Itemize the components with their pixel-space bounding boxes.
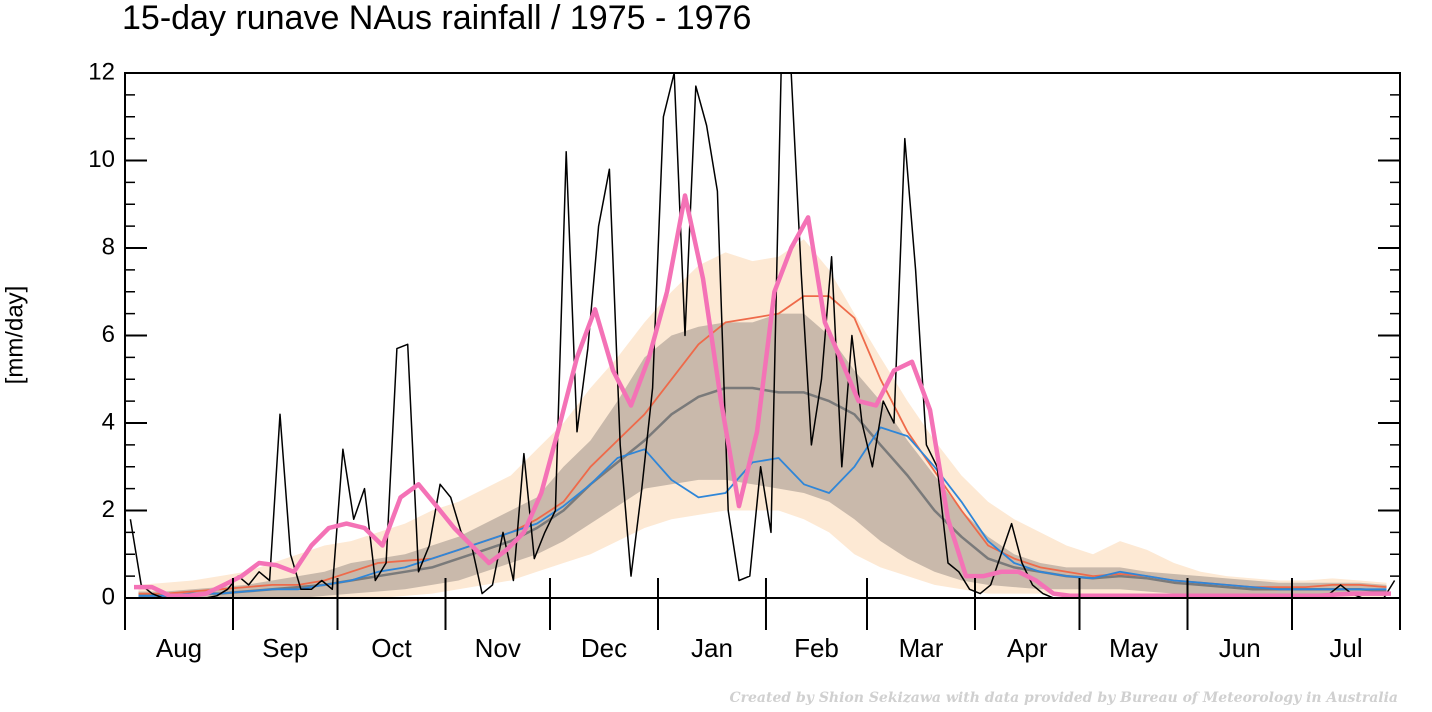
axes: 0 2 4 6 8 10 12 Aug Sep Oct Nov Dec Jan Feb Mar Apr May J… [88, 58, 1401, 663]
series-line [138, 426, 1387, 597]
chart-title: 15-day runave NAus rainfall / 1975 - 197… [122, 0, 751, 37]
x-tick-label: Aug [156, 633, 202, 663]
x-tick-label: Dec [581, 633, 627, 663]
x-tick-label: Jul [1329, 633, 1362, 663]
footer: Created by Shion Sekizawa with data prov… [729, 690, 1398, 706]
x-tick-label: May [1109, 633, 1158, 663]
x-tick-label: Feb [794, 633, 839, 663]
x-tick-label: Jan [691, 633, 733, 663]
y-tick-label: 0 [102, 583, 115, 610]
x-tick-label: Oct [371, 633, 412, 663]
y-tick-label: 12 [88, 58, 115, 85]
series-line [134, 193, 1391, 598]
x-tick-label: Apr [1007, 633, 1048, 663]
band [138, 313, 1387, 598]
x-tick-label: Jun [1219, 633, 1261, 663]
y-tick-label: 2 [102, 496, 115, 523]
y-tick-label: 6 [102, 321, 115, 348]
x-tick-label: Nov [475, 633, 521, 663]
x-tick-label: Mar [899, 633, 944, 663]
y-axis-label: [mm/day] [1, 286, 28, 385]
y-tick-label: 10 [88, 146, 115, 173]
y-tick-label: 4 [102, 408, 115, 435]
y-tick-label: 8 [102, 233, 115, 260]
x-tick-label: Sep [262, 633, 308, 663]
plot-area [129, 73, 1396, 598]
series-line [129, 73, 1396, 598]
